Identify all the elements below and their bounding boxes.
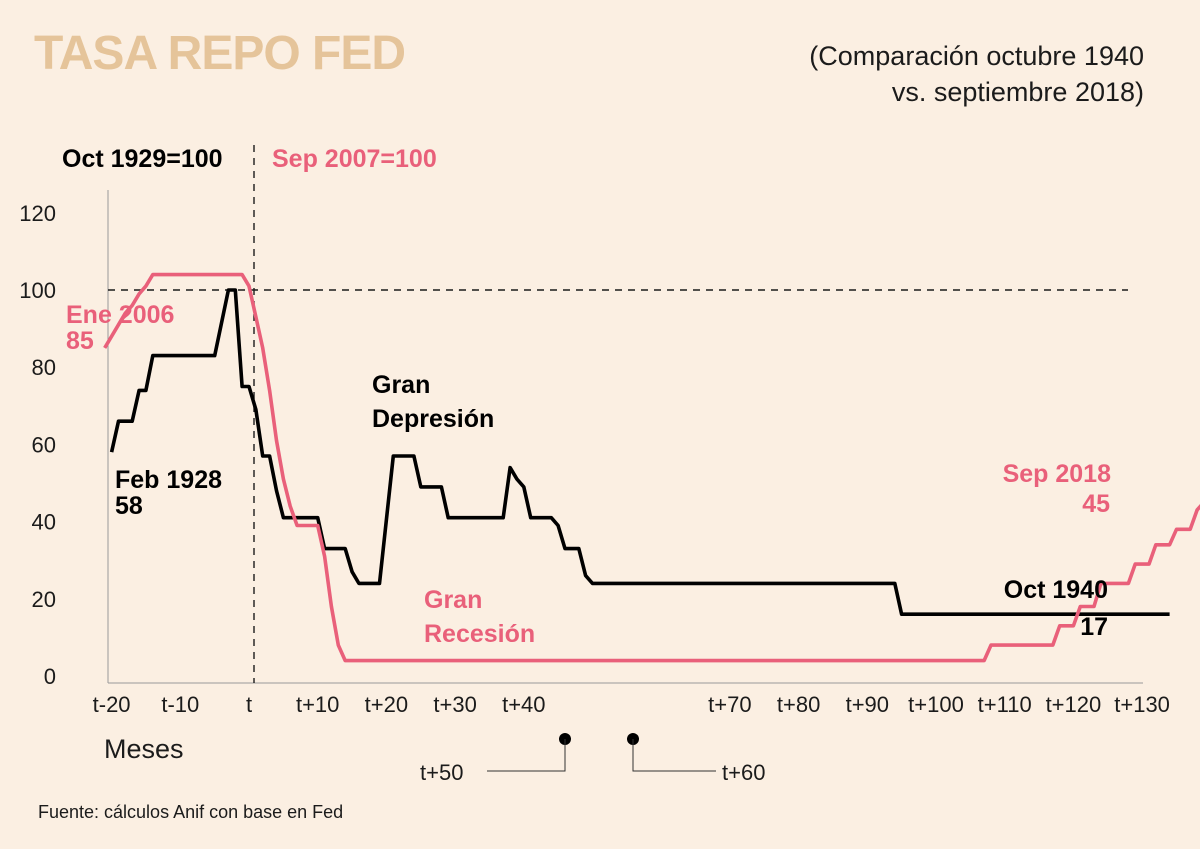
chart-subtitle: (Comparación octubre 1940 vs. septiembre… bbox=[809, 38, 1144, 110]
annotation-sep2018v: 45 bbox=[1082, 490, 1110, 518]
y-tick-label: 40 bbox=[32, 510, 56, 535]
y-tick-label: 100 bbox=[19, 278, 56, 303]
subtitle-line-2: vs. septiembre 2018) bbox=[891, 77, 1144, 107]
x-tick-label: t+30 bbox=[433, 692, 476, 717]
source-note: Fuente: cálculos Anif con base en Fed bbox=[38, 802, 344, 822]
series-line-gran-recesion bbox=[103, 272, 1200, 663]
annotation-sep2007: Sep 2007=100 bbox=[272, 145, 437, 173]
annotation-ene2006: Ene 2006 bbox=[66, 301, 174, 329]
subtitle-line-1: (Comparación octubre 1940 bbox=[809, 41, 1144, 71]
x-tick-label: t+20 bbox=[365, 692, 408, 717]
annotation-gran-rec1: Gran bbox=[424, 586, 482, 614]
chart-title: TASA REPO FED bbox=[34, 27, 406, 80]
x-tick-label: t+110 bbox=[978, 692, 1032, 717]
y-tick-label: 20 bbox=[32, 587, 56, 612]
callout-label-t60: t+60 bbox=[722, 760, 765, 785]
callout-leader-t60 bbox=[632, 739, 716, 772]
annotation-gran-rec2: Recesión bbox=[424, 620, 535, 648]
x-tick-label: t+90 bbox=[846, 692, 889, 717]
y-tick-label: 60 bbox=[32, 432, 56, 457]
x-tick-label: t+80 bbox=[777, 692, 820, 717]
x-tick-label: t+130 bbox=[1114, 692, 1170, 717]
x-tick-label: t bbox=[246, 692, 252, 717]
callout-leader-t50 bbox=[487, 739, 566, 772]
y-tick-label: 120 bbox=[19, 201, 56, 226]
axes-layer: 0 20 40 60 80 100 120 t-20 t-10 t t+10 t+20 t+30 t+40… bbox=[19, 145, 1170, 785]
annotation-ene2006v: 85 bbox=[66, 327, 94, 355]
series-line-gran-depresion bbox=[109, 288, 1170, 617]
annotation-gran-dep1: Gran bbox=[372, 371, 430, 399]
x-tick-label: t-10 bbox=[161, 692, 199, 717]
annotation-gran-dep2: Depresión bbox=[372, 405, 494, 433]
x-tick-label: t+100 bbox=[908, 692, 964, 717]
x-tick-label: t+40 bbox=[502, 692, 545, 717]
annotation-feb1928v: 58 bbox=[115, 492, 143, 520]
x-tick-label: t+120 bbox=[1046, 692, 1102, 717]
annotation-sep2018: Sep 2018 bbox=[1003, 460, 1112, 488]
annotation-feb1928: Feb 1928 bbox=[115, 466, 222, 494]
annotation-oct1940: Oct 1940 bbox=[1004, 576, 1108, 604]
annotation-oct1940v: 17 bbox=[1080, 613, 1108, 641]
x-axis-label: Meses bbox=[104, 734, 184, 764]
annotation-oct1929: Oct 1929=100 bbox=[62, 145, 223, 173]
y-tick-label: 0 bbox=[44, 664, 56, 689]
x-tick-label: t+70 bbox=[708, 692, 751, 717]
series-layer bbox=[103, 272, 1200, 663]
x-tick-label: t-20 bbox=[93, 692, 131, 717]
y-tick-label: 80 bbox=[32, 355, 56, 380]
callout-label-t50: t+50 bbox=[420, 760, 463, 785]
x-tick-label: t+10 bbox=[296, 692, 339, 717]
